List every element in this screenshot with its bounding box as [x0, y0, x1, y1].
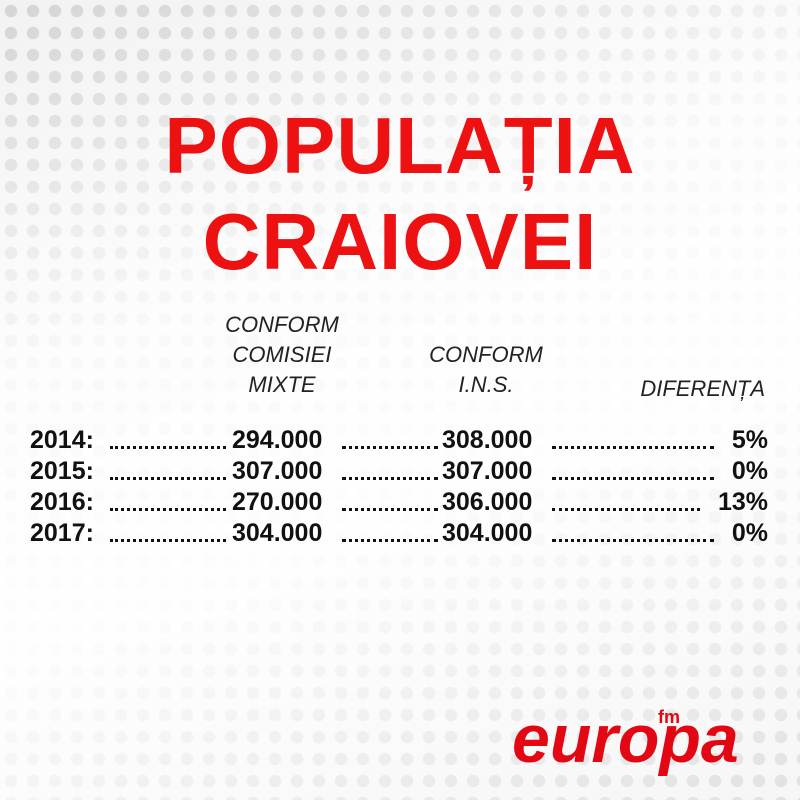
row-year: 2016:	[30, 488, 94, 516]
leader	[552, 446, 714, 449]
leader	[342, 539, 438, 542]
column-header: CONFORM	[429, 342, 543, 367]
cell-value: 13%	[717, 488, 768, 516]
row-year: 2015:	[30, 457, 94, 485]
row-year: 2017:	[30, 519, 94, 547]
cell-value: 306.000	[442, 488, 533, 516]
title-line: CRAIOVEI	[202, 197, 598, 286]
leader	[110, 477, 226, 480]
leader	[110, 539, 226, 542]
title-line: POPULAȚIA	[164, 101, 636, 190]
leader	[552, 539, 714, 542]
cell-value: 304.000	[442, 519, 533, 547]
leader	[552, 508, 700, 511]
column-header: CONFORM	[225, 312, 339, 337]
cell-value: 0%	[731, 457, 768, 485]
column-header: I.N.S.	[458, 372, 514, 397]
logo-fm: fm	[658, 707, 680, 727]
column-header: COMISIEI	[232, 342, 332, 367]
cell-value: 294.000	[232, 426, 323, 454]
logo-text: europa	[512, 701, 739, 777]
leader	[552, 477, 714, 480]
cell-value: 304.000	[232, 519, 323, 547]
leader	[110, 508, 226, 511]
cell-value: 307.000	[232, 457, 323, 485]
leader	[110, 446, 226, 449]
cell-value: 5%	[731, 426, 768, 454]
cell-value: 308.000	[442, 426, 533, 454]
leader	[342, 477, 438, 480]
cell-value: 270.000	[232, 488, 323, 516]
cell-value: 0%	[731, 519, 768, 547]
leader	[342, 446, 438, 449]
leader	[342, 508, 438, 511]
cell-value: 307.000	[442, 457, 533, 485]
row-year: 2014:	[30, 426, 94, 454]
column-header: DIFERENȚA	[640, 376, 765, 401]
column-header: MIXTE	[248, 372, 316, 397]
